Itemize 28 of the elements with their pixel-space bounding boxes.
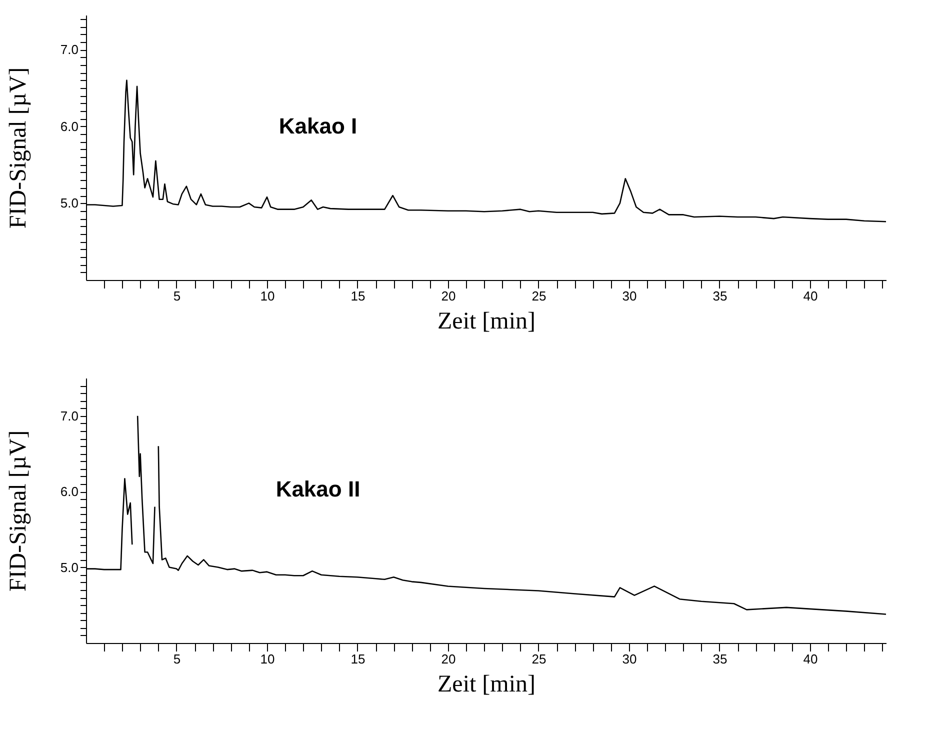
- y-tick-label: 6.0: [60, 484, 78, 500]
- x-tick-label: 35: [712, 652, 728, 666]
- y-axis-title: FID-Signal [µV]: [5, 430, 32, 592]
- x-tick-label: 35: [712, 288, 728, 304]
- x-tick-label: 25: [532, 652, 546, 666]
- y-tick-label: 7.0: [60, 408, 78, 424]
- y-tick-label: 7.0: [60, 42, 78, 58]
- y-axis-title: FID-Signal [µV]: [5, 67, 32, 229]
- y-tick-label: 5.0: [60, 196, 78, 211]
- x-tick-label: 10: [260, 652, 275, 666]
- x-tick-label: 40: [803, 288, 818, 304]
- annotation: Kakao I: [278, 113, 358, 138]
- x-axis-title: Zeit [min]: [438, 672, 536, 698]
- y-tick-label: 5.0: [60, 560, 78, 575]
- x-tick-label: 20: [441, 652, 456, 666]
- y-tick-label: 6.0: [60, 118, 78, 134]
- x-tick-label: 30: [622, 652, 637, 666]
- x-tick-label: 5: [173, 652, 181, 666]
- x-tick-label: 10: [260, 288, 275, 304]
- x-axis-title: Zeit [min]: [438, 308, 536, 334]
- x-tick-label: 5: [173, 288, 181, 304]
- x-tick-label: 25: [532, 288, 546, 304]
- annotation: Kakao II: [276, 476, 360, 502]
- x-tick-label: 15: [350, 652, 366, 666]
- x-tick-label: 30: [622, 288, 637, 304]
- x-tick-label: 15: [350, 288, 366, 304]
- x-tick-label: 20: [441, 288, 456, 304]
- x-tick-label: 40: [803, 652, 818, 666]
